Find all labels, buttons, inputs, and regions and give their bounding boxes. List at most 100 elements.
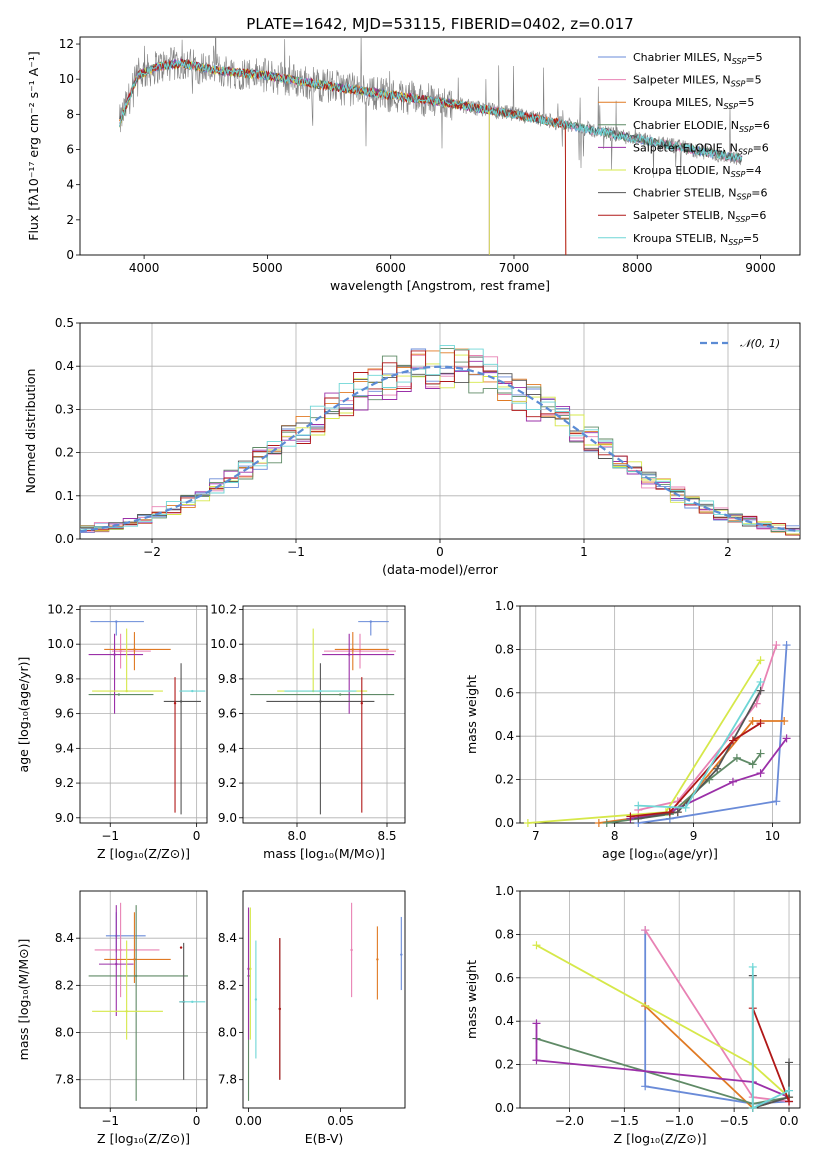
x-tick-label: 0.00	[235, 1114, 262, 1128]
y-tick-label: 0.0	[55, 532, 74, 546]
mass-weight-marker	[523, 819, 532, 827]
y-tick-label: 9.4	[55, 741, 74, 755]
age-vs-Z-axes: −1 0 9.0 9.2 9.4 9.6 9.8 10.0 10.2 Z [log₁₀(Z/Z⊙)…	[16, 602, 208, 861]
x-tick-label: −1.0	[665, 1114, 694, 1128]
x-axis-label: (data-model)/error	[382, 562, 499, 577]
y-tick-label: 0.2	[495, 1058, 514, 1072]
data-point	[278, 1007, 282, 1011]
x-axis-label: E(B-V)	[305, 1131, 344, 1146]
data-point	[115, 620, 118, 623]
data-point	[247, 967, 250, 971]
mass-weight-marker	[780, 717, 789, 726]
data-point	[179, 700, 183, 703]
y-tick-label: 8.4	[55, 931, 74, 945]
y-tick-label: 8.0	[55, 1026, 74, 1040]
data-point	[369, 620, 372, 623]
mass-vs-Z-points	[88, 902, 206, 1101]
mass-weight-vs-Z-axes: −2.0 −1.5 −1.0 −0.5 0.0 0.0 0.2 0.4 0.6 0.8 1.0 Z […	[464, 884, 801, 1146]
mass-weight-marker	[785, 1086, 794, 1095]
mass-weight-marker	[785, 1058, 794, 1067]
data-point	[134, 974, 138, 978]
data-point	[360, 702, 363, 705]
y-tick-label: 0.2	[495, 773, 514, 787]
legend-label: Salpeter STELIB, NSSP=6	[633, 209, 766, 224]
mass-weight-line	[638, 690, 762, 820]
mass-vs-EBV-axes: 0.00 0.05 7.8 8.0 8.2 8.4 E(B-V)	[218, 890, 406, 1146]
x-tick-label: 6000	[375, 261, 406, 275]
mass-weight-marker	[728, 736, 737, 745]
y-tick-label: 9.2	[55, 776, 74, 790]
data-point	[117, 693, 121, 696]
data-point	[113, 653, 116, 656]
mass-weight-marker	[673, 808, 682, 817]
spectrum-axes: 4000 5000 6000 7000 8000 9000 0 2 4 6 8 10 12 wavelen…	[26, 36, 801, 293]
spectrum-frame	[79, 36, 801, 256]
age-vs-mass-axes: 8.0 8.5 9.0 9.2 9.4 9.6 9.8 10.0 10.2 mass [log₁₀…	[210, 602, 406, 861]
mass-weight-marker	[756, 719, 765, 728]
legend-label: Salpeter ELODIE, NSSP=6	[633, 141, 769, 156]
y-tick-label: 0.4	[495, 729, 514, 743]
y-axis-label: age [log₁₀(age/yr)]	[16, 657, 31, 773]
mass-vs-Z-axes: −1 0 7.8 8.0 8.2 8.4 Z [log₁₀(Z/Z⊙)] mass [log₁…	[16, 890, 208, 1146]
mass-weight-marker	[785, 1097, 794, 1106]
y-tick-label: 9.0	[218, 811, 237, 825]
mass-weight-marker	[732, 753, 741, 762]
mass-vs-EBV-points	[247, 902, 403, 1101]
mass-weight-marker	[641, 926, 650, 935]
data-point	[173, 702, 177, 705]
x-tick-label: 1	[580, 545, 588, 559]
mass-weight-marker	[782, 641, 791, 650]
x-tick-label: −2.0	[555, 1114, 584, 1128]
mass-weight-marker	[756, 769, 765, 778]
x-tick-label: 0.05	[327, 1114, 354, 1128]
x-tick-label: 0.0	[779, 1114, 798, 1128]
data-point	[358, 649, 362, 653]
x-tick-label: 7	[532, 829, 540, 843]
x-axis-label: mass [log₁₀(M/M⊙)]	[263, 846, 385, 861]
x-tick-label: 8000	[622, 261, 653, 275]
mass-weight-line	[751, 1007, 790, 1102]
legend-label: 𝒩(0, 1)	[740, 337, 780, 350]
y-tick-label: 7.8	[55, 1073, 74, 1087]
y-tick-label: 1.0	[495, 599, 514, 613]
y-axis-label: mass weight	[464, 960, 479, 1039]
mass-weight-marker	[772, 797, 781, 806]
x-tick-label: −2	[143, 545, 161, 559]
spectrum-legend: Chabrier MILES, NSSP=5 Salpeter MILES, NS…	[598, 51, 770, 247]
x-tick-label: 10	[765, 829, 780, 843]
residuals-plot	[80, 344, 800, 536]
y-tick-label: 0.1	[55, 489, 74, 503]
legend-label: Salpeter MILES, NSSP=5	[633, 74, 762, 89]
mass-weight-marker	[602, 819, 611, 827]
mass-weight-vs-Z-frame	[519, 890, 801, 1109]
mass-weight-marker	[756, 677, 765, 686]
y-tick-label: 9.0	[55, 811, 74, 825]
y-tick-label: 10.2	[47, 602, 74, 616]
legend-label: Kroupa STELIB, NSSP=5	[633, 232, 759, 247]
legend-label: Kroupa ELODIE, NSSP=4	[633, 164, 762, 179]
y-tick-label: 0.8	[495, 927, 514, 941]
x-tick-label: −1	[101, 1114, 119, 1128]
y-tick-label: 0.4	[495, 1014, 514, 1028]
x-axis-label: Z [log₁₀(Z/Z⊙)]	[97, 846, 190, 861]
x-axis-label: Z [log₁₀(Z/Z⊙)]	[614, 1131, 707, 1146]
mass-weight-marker	[756, 686, 765, 695]
mass-weight-marker	[641, 1082, 650, 1091]
mass-weight-marker	[728, 777, 737, 786]
y-tick-label: 10.0	[210, 637, 237, 651]
mass-weight-marker	[748, 962, 757, 971]
y-axis-label: mass [log₁₀(M/M⊙)]	[16, 939, 31, 1061]
mass-weight-marker	[748, 760, 757, 769]
y-tick-label: 12	[59, 37, 74, 51]
mass-weight-marker	[532, 1056, 541, 1065]
age-vs-Z-frame	[79, 605, 208, 824]
x-tick-label: 0	[193, 1114, 201, 1128]
y-axis-label: Normed distribution	[23, 369, 38, 494]
y-tick-label: 0.6	[495, 971, 514, 985]
data-point	[249, 967, 252, 971]
y-tick-label: 10	[59, 72, 74, 86]
x-tick-label: 8	[611, 829, 619, 843]
x-tick-label: −1	[101, 829, 119, 843]
data-point	[133, 648, 136, 651]
data-point	[119, 948, 122, 952]
